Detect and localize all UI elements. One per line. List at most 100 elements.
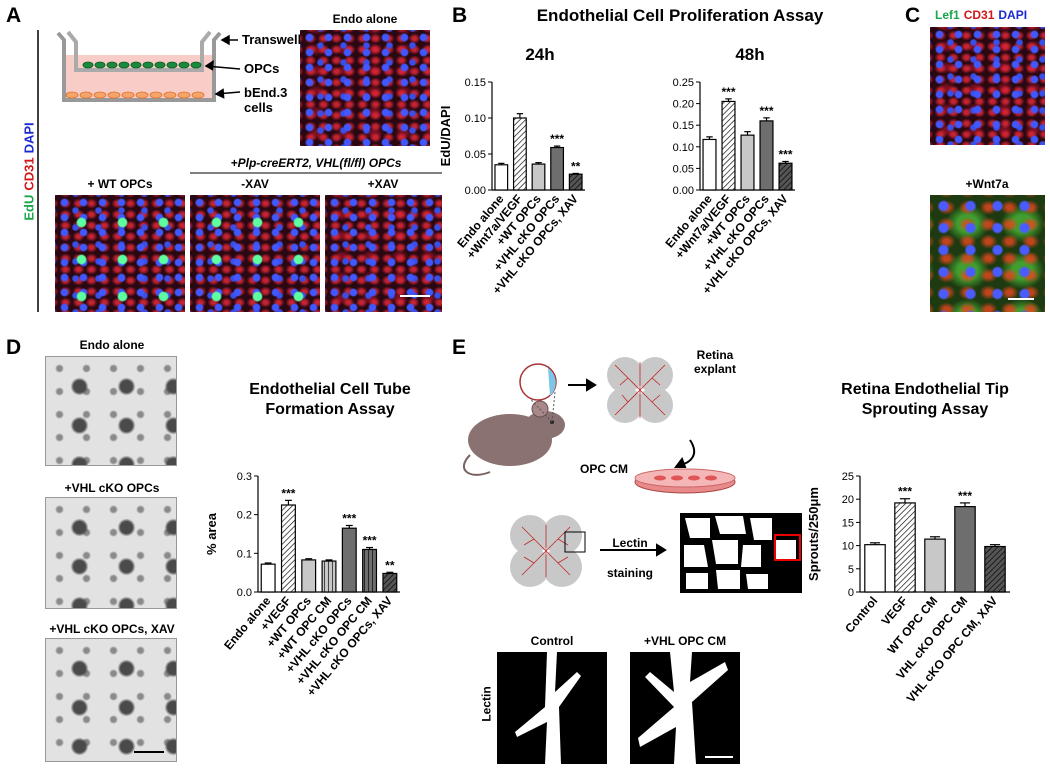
stain: Lef1 [935,8,960,22]
y-axis-label: EdU/DAPI [438,106,453,167]
endothelial-cells [65,91,205,99]
bar [984,545,1006,593]
panel-label: E [452,336,467,359]
insert [66,30,212,72]
bar [759,120,774,191]
bar [954,506,976,593]
micrograph [497,652,607,764]
panel-label: B [452,4,468,27]
image-label: +VHL OPC CM [643,634,727,648]
well [56,31,222,102]
image-label: +Plp-creERT2, VHL(fl/fl) OPCs [230,156,402,170]
mouse-head [525,411,565,439]
significance: *** [778,147,792,161]
significance: ** [385,558,395,572]
y-tick-label: 15 [842,517,854,529]
bar [382,572,398,593]
image-label: +Wnt7a [965,177,1009,191]
bar [341,527,357,593]
significance: *** [342,511,356,525]
significance: ** [571,159,581,173]
y-tick-label: 25 [842,471,854,483]
scale-bar [1008,298,1034,300]
micrograph [45,356,177,466]
y-tick-label: 20 [842,494,854,506]
x-tick-label: Control [842,594,880,636]
stain: CD31 [21,157,37,191]
panel-label: D [6,336,22,359]
mouse-diagram [462,363,565,476]
eye-ball [519,363,557,401]
petri-dish [634,468,736,494]
y-tick-label: 0.1 [237,548,252,560]
stain-label: Lectin [479,686,494,722]
y-tick-label: 5 [848,564,854,576]
stain-label: Lef1 CD31 DAPI [935,8,1031,22]
tail [462,454,491,476]
scale-bar [134,751,164,753]
stain-label: EdU CD31 DAPI [22,118,37,220]
y-tick-label: 0.10 [465,113,486,125]
significance: *** [958,489,972,503]
y-tick-label: 0.15 [465,77,486,89]
panel-label: A [6,4,22,27]
y-axis-label: Sprouts/250μm [806,487,821,581]
retina-explant [607,357,673,423]
significance: *** [721,85,735,99]
bar [864,544,886,593]
vessel [638,652,733,764]
diagram-label: OPCs [244,61,280,76]
arrows [204,34,241,99]
image-label: Endo alone [332,12,398,26]
bar [778,162,793,191]
significance: *** [363,534,377,548]
micrograph [190,195,320,312]
bar [924,538,946,593]
bar [301,559,317,593]
y-tick-label: 0.10 [673,142,694,154]
transwell-diagram [56,30,241,102]
significance: *** [550,132,564,146]
significance: *** [281,486,295,500]
bar [512,117,527,191]
diagram-label: bEnd.3 cells [244,85,288,115]
image-label: +VHL cKO OPCs, XAV [49,622,175,636]
bar [894,502,916,593]
micrograph [930,27,1045,145]
lectin-network [680,513,802,593]
significance: *** [898,485,912,499]
significance: *** [759,104,773,118]
bar [550,146,565,191]
y-axis-label: % area [204,512,219,555]
diagram-label: Lectin staining [606,536,653,580]
image-label: -XAV [241,177,269,191]
stain: EdU [21,194,37,221]
y-tick-label: 0.2 [237,510,252,522]
y-tick-label: 0.00 [673,185,694,197]
bar [721,100,736,191]
y-tick-label: 0.05 [465,149,486,161]
panel-label: C [905,4,921,27]
micrograph [300,30,430,146]
diagram-label: Transwell [242,32,302,47]
image-label: + WT OPCs [87,177,153,191]
stain: DAPI [21,122,37,154]
micrograph [55,195,185,312]
bar [494,164,509,191]
y-tick-label: 0.05 [673,163,694,175]
diagram-label: OPC CM [580,462,628,476]
bar [280,504,296,593]
micrograph [930,195,1045,312]
bar [740,134,755,191]
bar [702,138,717,191]
y-tick-label: 0.25 [673,77,694,89]
y-tick-label: 0.15 [673,120,694,132]
image-label: +VHL cKO OPCs [64,481,160,495]
bar [362,548,378,593]
scale-bar [400,295,430,297]
micrograph [45,497,177,609]
opc-cells [82,61,202,69]
bar [260,563,276,593]
